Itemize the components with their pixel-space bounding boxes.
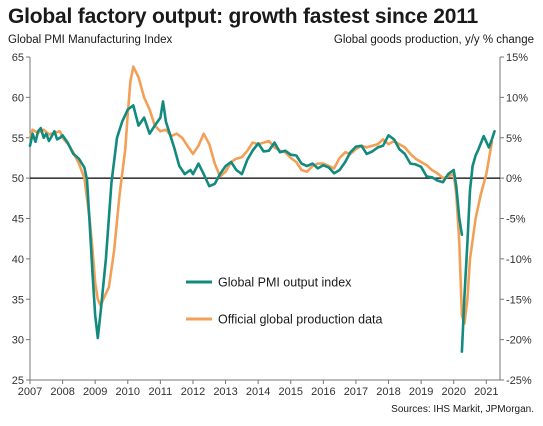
left-tick-label: 30 — [12, 335, 24, 347]
right-tick-label: -5% — [506, 214, 526, 226]
right-tick-label: 5% — [506, 133, 522, 145]
right-tick-label: 15% — [506, 52, 528, 64]
x-tick-label: 2018 — [376, 386, 400, 398]
x-tick-label: 2019 — [409, 386, 433, 398]
legend-label: Global PMI output index — [218, 276, 352, 290]
x-tick-label: 2010 — [116, 386, 140, 398]
series-line-pmi-output — [460, 130, 496, 353]
series-line-official-production — [28, 65, 494, 325]
left-tick-label: 40 — [12, 254, 24, 266]
chart-legend: Global PMI output index Official global p… — [186, 276, 383, 327]
left-axis-title: Global PMI Manufacturing Index — [8, 34, 173, 46]
x-tick-label: 2020 — [441, 386, 465, 398]
x-tick-label: 2016 — [311, 386, 335, 398]
x-tick-label: 2007 — [18, 386, 42, 398]
source-note: Sources: IHS Markit, JPMorgan. — [391, 404, 534, 415]
chart-title: Global factory output: growth fastest si… — [8, 5, 478, 28]
x-tick-label: 2013 — [213, 386, 237, 398]
x-tick-label: 2021 — [474, 386, 498, 398]
right-tick-label: 10% — [506, 92, 528, 104]
left-tick-label: 50 — [12, 173, 24, 185]
left-tick-label: 55 — [12, 133, 24, 145]
right-tick-label: 0% — [506, 173, 522, 185]
left-tick-label: 25 — [12, 375, 24, 387]
x-tick-label: 2014 — [246, 386, 270, 398]
chart-axes: 25 30 35 40 45 50 55 60 65 -25% -20% -15% -10% -5% 0% 5… — [12, 52, 532, 398]
left-tick-label: 45 — [12, 214, 24, 226]
left-tick-label: 60 — [12, 92, 24, 104]
left-tick-label: 65 — [12, 52, 24, 64]
x-tick-label: 2017 — [344, 386, 368, 398]
x-tick-label: 2011 — [149, 386, 173, 398]
right-tick-label: -10% — [506, 254, 532, 266]
legend-item-official-production: Official global production data — [186, 313, 383, 327]
right-tick-label: -25% — [506, 375, 532, 387]
right-axis-title: Global goods production, y/y % change — [333, 34, 534, 46]
series-line-pmi-output — [28, 100, 464, 340]
x-tick-label: 2015 — [279, 386, 303, 398]
right-tick-label: -20% — [506, 335, 532, 347]
x-tick-label: 2012 — [181, 386, 205, 398]
legend-label: Official global production data — [218, 313, 383, 327]
chart-marks — [28, 65, 496, 353]
x-tick-label: 2009 — [83, 386, 107, 398]
right-tick-label: -15% — [506, 294, 532, 306]
x-tick-label: 2008 — [50, 386, 74, 398]
left-tick-label: 35 — [12, 294, 24, 306]
legend-item-pmi-output: Global PMI output index — [186, 276, 352, 290]
